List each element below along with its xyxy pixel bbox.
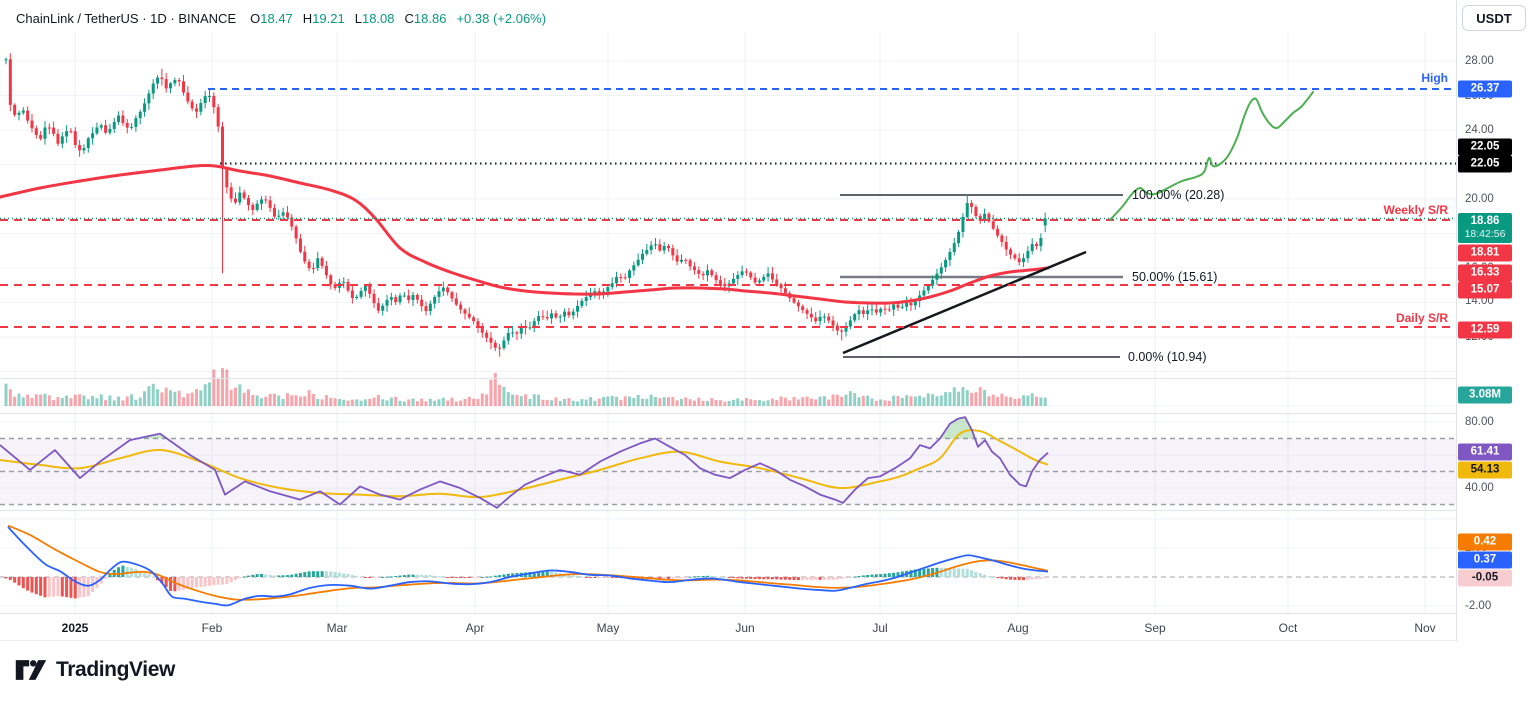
price-axis[interactable]: 28.0026.0024.0022.0020.0018.0016.0014.00…: [1456, 0, 1536, 641]
axis-badge-26.37: 26.37: [1458, 80, 1512, 98]
symbol-title[interactable]: ChainLink / TetherUS · 1D · BINANCE: [16, 10, 237, 26]
fib-label-15.61[interactable]: 50.00% (15.61): [1132, 270, 1218, 284]
currency-toggle-button[interactable]: USDT: [1462, 5, 1526, 31]
projection-curve[interactable]: [1109, 91, 1314, 221]
axis-badge-15.07: 15.07: [1458, 281, 1512, 299]
axis-badge-54.13: 54.13: [1458, 461, 1512, 479]
time-label-May: May: [596, 621, 620, 635]
rsi-overbought-fill: [137, 417, 975, 439]
axis-label-80.00: 80.00: [1465, 416, 1494, 428]
axis-badge-61.41: 61.41: [1458, 443, 1512, 461]
rsi-band: [0, 437, 1456, 506]
macd-signal-line: [7, 524, 1049, 601]
axis-badge-22.05: 22.05: [1458, 138, 1512, 156]
time-axis[interactable]: 2025 Feb Mar Apr May Jun Jul Aug Sep Oct Nov: [0, 613, 1456, 641]
time-label-2025: 2025: [61, 621, 89, 635]
time-label-Aug: Aug: [1007, 621, 1029, 635]
time-label-Oct: Oct: [1278, 621, 1298, 635]
horizontal-levels[interactable]: [0, 88, 1456, 328]
rsi-line: [0, 416, 1049, 509]
axis-badge-16.33: 16.33: [1458, 264, 1512, 282]
open-value: O18.47: [250, 10, 293, 26]
high-line-label[interactable]: High: [1421, 71, 1448, 85]
fib-label-20.28[interactable]: 100.00% (20.28): [1132, 188, 1225, 202]
daily-sr-label[interactable]: Daily S/R: [1395, 311, 1448, 325]
symbol-legend[interactable]: ChainLink / TetherUS · 1D · BINANCE O18.…: [16, 8, 546, 28]
candles-layer[interactable]: [4, 53, 1047, 357]
tradingview-logo-text: TradingView: [56, 658, 175, 681]
axis-label-20.00: 20.00: [1465, 193, 1494, 205]
fib-retracement[interactable]: [840, 194, 1123, 358]
axis-label-28.00: 28.00: [1465, 55, 1494, 67]
time-label-Nov: Nov: [1414, 621, 1436, 635]
macd-pane[interactable]: [0, 524, 1456, 607]
time-label-Apr: Apr: [465, 621, 485, 635]
high-value: H19.21: [302, 10, 345, 26]
axis-label--2.00: -2.00: [1465, 600, 1492, 612]
axis-label-40.00: 40.00: [1465, 482, 1494, 494]
axis-badge-22.05: 22.05: [1458, 155, 1512, 173]
time-label-Mar: Mar: [326, 621, 348, 635]
axis-badge-18.86: 18.86 18:42:56: [1458, 213, 1512, 243]
volume-bars: [4, 368, 1047, 406]
gridlines: [0, 32, 1456, 613]
rsi-pane[interactable]: [0, 416, 1049, 509]
axis-badge-0.42: 0.42: [1458, 533, 1512, 551]
close-value: C18.86: [404, 10, 447, 26]
time-label-Jul: Jul: [872, 621, 888, 635]
time-label-Sep: Sep: [1144, 621, 1166, 635]
time-label-Feb: Feb: [201, 621, 223, 635]
low-value: L18.08: [354, 10, 395, 26]
axis-badge-12.59: 12.59: [1458, 321, 1512, 339]
weekly-sr-label[interactable]: Weekly S/R: [1383, 203, 1448, 217]
axis-badge-0.37: 0.37: [1458, 551, 1512, 569]
axis-label-24.00: 24.00: [1465, 124, 1494, 136]
countdown-timer: 18:42:56: [1464, 228, 1506, 240]
tradingview-logo[interactable]: TradingView: [14, 655, 175, 685]
axis-badge-18.81: 18.81: [1458, 244, 1512, 262]
time-label-Jun: Jun: [735, 621, 755, 635]
trendline[interactable]: [842, 250, 1087, 355]
tradingview-logo-icon: [15, 660, 47, 680]
axis-badge--0.05: -0.05: [1458, 569, 1512, 587]
ma-line[interactable]: [0, 163, 1050, 305]
macd-line: [7, 526, 1049, 607]
change-value: +0.38 (+2.06%): [456, 10, 547, 26]
footer: TradingView: [0, 642, 1536, 705]
ohlc-values: O18.47 H19.21 L18.08 C18.86 +0.38 (+2.06…: [250, 11, 546, 26]
axis-badge-3.08M: 3.08M: [1458, 386, 1512, 404]
fib-label-10.94[interactable]: 0.00% (10.94): [1128, 350, 1207, 364]
